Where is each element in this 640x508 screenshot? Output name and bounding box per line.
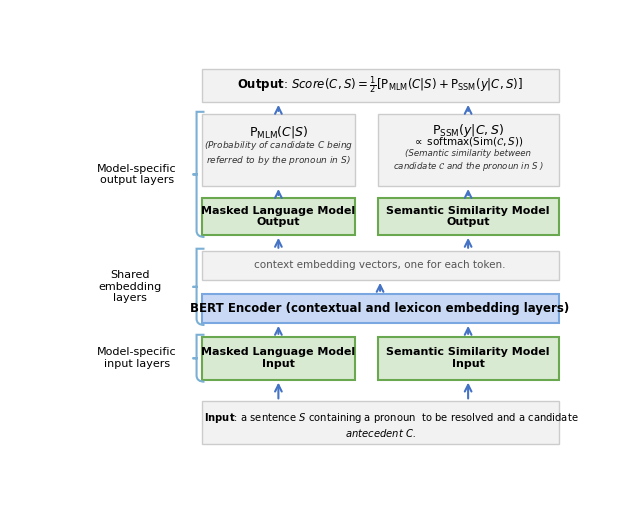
- Text: Masked Language Model
Output: Masked Language Model Output: [202, 206, 355, 227]
- Text: $\mathbf{Output}$: $\mathit{Score}(C,S) = \frac{1}{2}[\mathrm{P}_{\mathrm{MLM}}(: $\mathbf{Output}$: $\mathit{Score}(C,S) …: [237, 75, 523, 96]
- FancyBboxPatch shape: [378, 114, 559, 186]
- FancyBboxPatch shape: [202, 401, 559, 444]
- FancyBboxPatch shape: [202, 294, 559, 323]
- Text: $\mathrm{P}_{\mathrm{SSM}}(y|\mathit{C},S)$: $\mathrm{P}_{\mathrm{SSM}}(y|\mathit{C},…: [432, 121, 504, 139]
- FancyBboxPatch shape: [202, 250, 559, 280]
- FancyBboxPatch shape: [202, 337, 355, 380]
- Text: antecedent $C$.: antecedent $C$.: [344, 427, 415, 438]
- Text: (Semantic similarity between
candidate $\mathcal{C}$ and the pronoun in $S$ ): (Semantic similarity between candidate $…: [392, 149, 543, 173]
- Text: $\mathrm{P}_{\mathrm{MLM}}(C|S)$: $\mathrm{P}_{\mathrm{MLM}}(C|S)$: [248, 123, 308, 140]
- Text: Semantic Similarity Model
Input: Semantic Similarity Model Input: [387, 347, 550, 369]
- Text: Shared
embedding
layers: Shared embedding layers: [98, 270, 161, 303]
- Text: Model-specific
input layers: Model-specific input layers: [97, 347, 177, 369]
- Text: BERT Encoder (contextual and lexicon embedding layers): BERT Encoder (contextual and lexicon emb…: [191, 302, 570, 315]
- Text: $\propto$ softmax$(\mathrm{Sim}(\mathcal{C},S))$: $\propto$ softmax$(\mathrm{Sim}(\mathcal…: [412, 135, 524, 148]
- Text: Model-specific
output layers: Model-specific output layers: [97, 164, 177, 185]
- FancyBboxPatch shape: [378, 198, 559, 235]
- Text: context embedding vectors, one for each token.: context embedding vectors, one for each …: [254, 260, 506, 270]
- Text: Masked Language Model
Input: Masked Language Model Input: [202, 347, 355, 369]
- Text: Semantic Similarity Model
Output: Semantic Similarity Model Output: [387, 206, 550, 227]
- FancyBboxPatch shape: [202, 198, 355, 235]
- Text: $\mathbf{Input}$: a sentence $S$ containing a pronoun  to be resolved and a cand: $\mathbf{Input}$: a sentence $S$ contain…: [204, 410, 579, 425]
- Text: (Probability of candidate $\mathit{C}$ being
referred to by the pronoun in $\mat: (Probability of candidate $\mathit{C}$ b…: [204, 139, 353, 167]
- FancyBboxPatch shape: [202, 69, 559, 102]
- FancyBboxPatch shape: [378, 337, 559, 380]
- FancyBboxPatch shape: [202, 114, 355, 186]
